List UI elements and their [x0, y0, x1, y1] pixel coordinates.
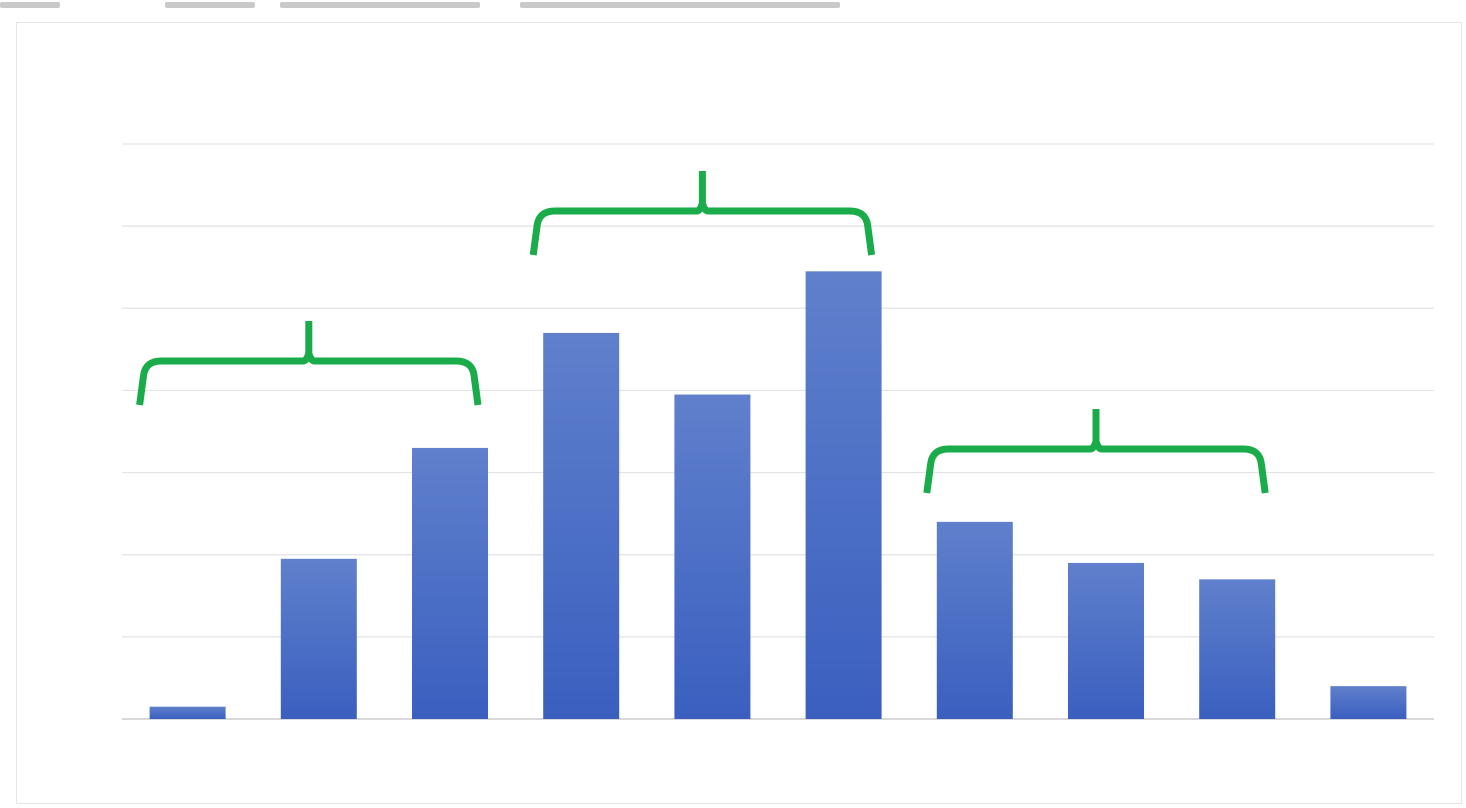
bar-9	[1199, 579, 1276, 719]
bar-3	[412, 447, 488, 719]
bar-2	[280, 558, 357, 719]
group-brace-2	[529, 171, 876, 256]
bar-1	[149, 706, 226, 719]
header-smudge	[0, 2, 60, 8]
bar-7	[936, 521, 1013, 719]
bar-6	[805, 271, 882, 719]
group-brace-1	[136, 321, 482, 406]
bars	[149, 271, 1407, 719]
header-smudge	[280, 2, 480, 8]
bar-5	[674, 394, 751, 719]
group-brace-3	[923, 409, 1269, 494]
top-strip	[0, 0, 1466, 22]
group-braces	[136, 171, 1269, 494]
header-smudge	[165, 2, 255, 8]
header-smudge	[520, 2, 840, 8]
bar-10	[1330, 686, 1407, 719]
bar-4	[543, 332, 620, 719]
bar-8	[1068, 562, 1144, 719]
